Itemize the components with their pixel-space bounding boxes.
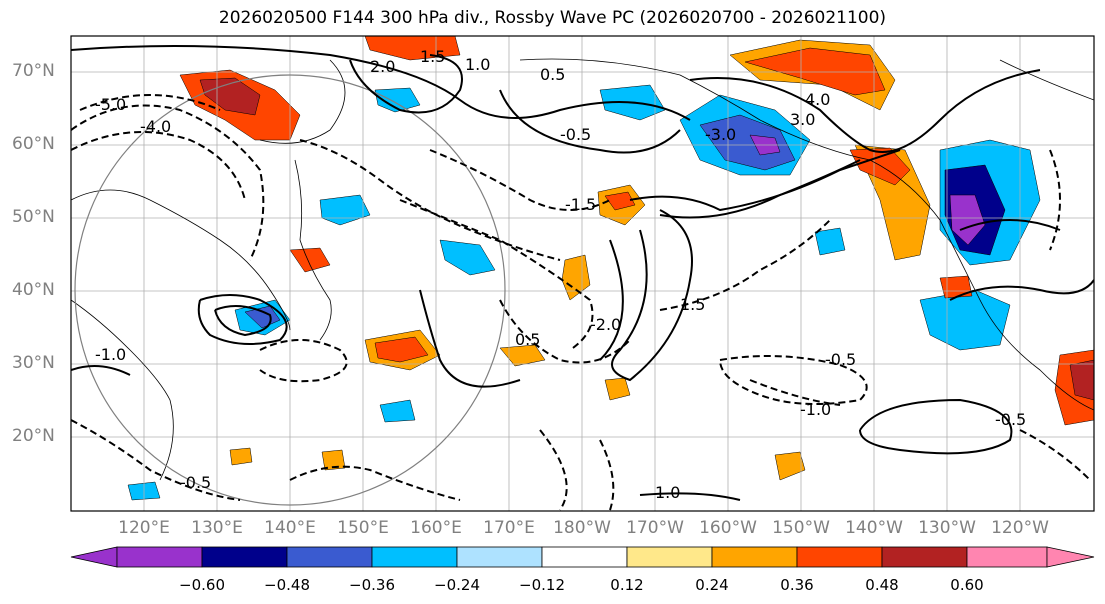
contour-label: 0.5: [540, 65, 565, 84]
positive-contours: [71, 45, 1094, 501]
lat-label: 70°N: [12, 61, 55, 81]
contour-label: -1.5: [565, 195, 596, 214]
lat-label: 50°N: [12, 207, 55, 227]
patch-blue: [379, 399, 416, 423]
contour-label: -2.0: [590, 315, 621, 334]
patch-orange: [561, 254, 591, 301]
contour-label: -3.0: [705, 125, 736, 144]
colorbar-swatch: [966, 546, 1048, 568]
contour-label: 4.0: [805, 90, 830, 109]
lon-label: 160°E: [410, 518, 462, 538]
lon-label: 180°W: [553, 518, 611, 538]
colorbar: [70, 546, 1095, 568]
patch-red: [939, 275, 973, 299]
colorbar-max-arrow: [1046, 546, 1095, 568]
coastlines: [71, 58, 1094, 481]
patch-blue: [374, 87, 421, 113]
colorbar-tick: 0.48: [865, 576, 899, 594]
colorbar-swatch: [456, 546, 543, 568]
lat-label: 30°N: [12, 353, 55, 373]
colorbar-tick: −0.24: [434, 576, 480, 594]
contour-label: 1.5: [680, 295, 705, 314]
colorbar-tick: 0.60: [950, 576, 984, 594]
colorbar-swatch: [286, 546, 373, 568]
colorbar-swatch: [541, 546, 628, 568]
colorbar-swatch: [371, 546, 458, 568]
map-frame: [70, 35, 1095, 512]
patch-purple: [949, 194, 986, 246]
patch-red: [374, 336, 429, 363]
patch-red: [744, 47, 886, 96]
contour-label: -0.5: [995, 410, 1026, 429]
patch-blue: [814, 227, 846, 256]
lon-label: 130°W: [918, 518, 976, 538]
contour-label: -4.0: [140, 117, 171, 136]
patch-darkred: [199, 77, 261, 116]
patch-blue: [319, 194, 371, 226]
colorbar-tick: −0.60: [179, 576, 225, 594]
patch-red: [849, 147, 911, 186]
contour-label: -0.5: [180, 473, 211, 492]
colorbar-tick: 0.12: [610, 576, 644, 594]
lon-label: 120°E: [118, 518, 170, 538]
contour-labels: 2.0 1.5 1.0 0.5 -0.5 -1.0 -1.5 -2.0 -5.0…: [95, 47, 1026, 502]
gridlines: [71, 36, 1094, 511]
lon-label: 160°W: [699, 518, 757, 538]
patch-red: [604, 191, 636, 211]
lon-label: 140°W: [845, 518, 903, 538]
colorbar-swatch: [796, 546, 883, 568]
patch-orange: [229, 447, 253, 466]
patch-orange: [604, 377, 631, 401]
lon-label: 120°W: [991, 518, 1049, 538]
colorbar-tick: −0.36: [349, 576, 395, 594]
patch-orange: [321, 449, 346, 471]
lat-label: 40°N: [12, 280, 55, 300]
colorbar-swatch: [626, 546, 713, 568]
patch-orange: [774, 451, 806, 481]
contour-label: 1.5: [420, 47, 445, 66]
contour-label: 3.0: [790, 110, 815, 129]
lon-label: 170°W: [626, 518, 684, 538]
lat-label: 60°N: [12, 134, 55, 154]
contour-label: 2.0: [370, 57, 395, 76]
colorbar-tick: −0.12: [519, 576, 565, 594]
contour-label: 0.5: [515, 330, 540, 349]
contour-label: -5.0: [95, 95, 126, 114]
colorbar-swatch: [116, 546, 203, 568]
lon-label: 150°E: [337, 518, 389, 538]
lon-label: 140°E: [264, 518, 316, 538]
patch-blue: [919, 289, 1011, 351]
patch-red: [289, 247, 331, 273]
colorbar-min-arrow: [70, 546, 118, 568]
contour-label: 1.0: [465, 55, 490, 74]
contour-label: 1.0: [655, 483, 680, 502]
patch-blue: [439, 239, 496, 276]
colorbar-tick: 0.24: [695, 576, 729, 594]
patch-darkred: [1069, 359, 1094, 401]
map-title: 2026020500 F144 300 hPa div., Rossby Wav…: [218, 8, 887, 28]
lon-label: 130°E: [191, 518, 243, 538]
patch-orange: [499, 344, 546, 367]
colorbar-swatch: [201, 546, 288, 568]
contour-label: -1.0: [800, 400, 831, 419]
lon-label: 170°E: [483, 518, 535, 538]
lon-label: 150°W: [772, 518, 830, 538]
colorbar-swatch: [711, 546, 798, 568]
patch-navy: [244, 305, 281, 329]
colorbar-tick: −0.48: [264, 576, 310, 594]
patch-navy: [699, 114, 796, 171]
shaded-patches: [127, 36, 1094, 501]
negative-contours: [71, 94, 1091, 511]
colorbar-swatch: [881, 546, 968, 568]
contour-label: -0.5: [825, 350, 856, 369]
colorbar-tick: 0.36: [780, 576, 814, 594]
region-circle: [74, 74, 506, 506]
contour-label: -1.0: [95, 345, 126, 364]
contour-label: -0.5: [560, 125, 591, 144]
lat-label: 20°N: [12, 426, 55, 446]
